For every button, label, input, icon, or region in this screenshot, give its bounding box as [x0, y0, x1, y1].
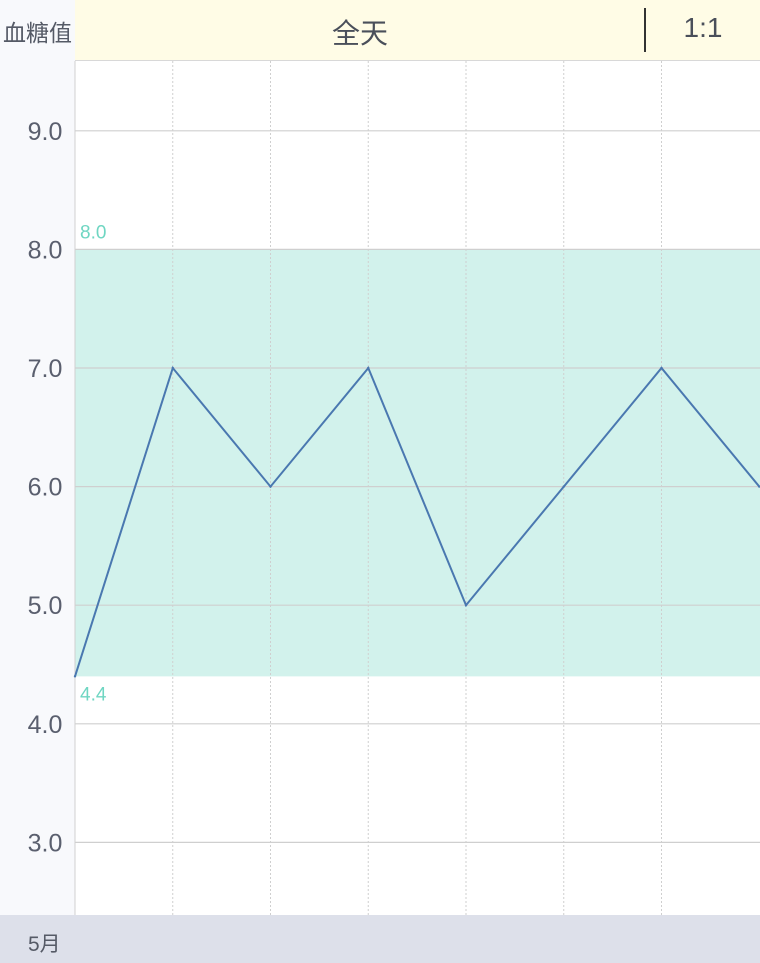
data-point	[171, 366, 174, 370]
y-tick-label: 8.0	[28, 236, 63, 264]
header-separator	[644, 8, 646, 52]
target-high-label: 8.0	[80, 222, 106, 243]
target-low-label: 4.4	[80, 684, 107, 705]
data-point	[464, 604, 468, 607]
data-point	[269, 485, 272, 488]
data-point	[562, 485, 565, 488]
y-axis-panel	[0, 0, 75, 915]
y-tick-label: 7.0	[28, 355, 63, 383]
glucose-series-line	[74, 365, 760, 677]
y-tick-label: 4.0	[28, 711, 63, 739]
header-divider	[75, 60, 760, 61]
glucose-line-chart: 3.04.05.06.07.08.09.08.04.4051015202530	[28, 61, 760, 915]
y-tick-label: 5.0	[28, 592, 63, 620]
y-tick-label: 6.0	[28, 474, 63, 502]
y-tick-label: 9.0	[28, 118, 63, 146]
y-axis-title: 血糖值	[3, 20, 72, 46]
y-tick-label: 3.0	[28, 829, 63, 857]
data-point	[660, 366, 663, 370]
x-axis-bar	[0, 915, 760, 963]
ratio-button[interactable]: 1:1	[683, 12, 723, 43]
month-label: 5月	[28, 933, 61, 956]
time-range-title[interactable]: 全天	[331, 18, 388, 49]
data-point	[367, 366, 370, 370]
data-point	[73, 675, 77, 678]
target-range-band	[75, 249, 760, 677]
